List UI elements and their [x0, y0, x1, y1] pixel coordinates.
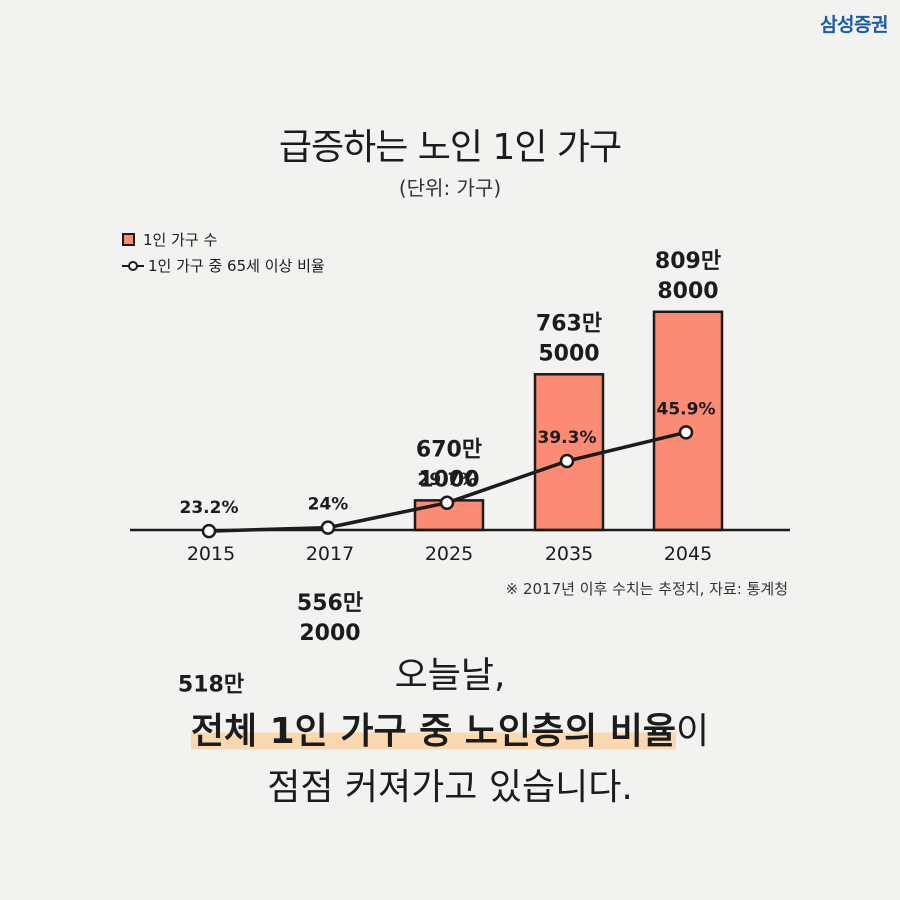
line-point — [678, 425, 694, 440]
caption: 오늘날, 전체 1인 가구 중 노인층의 비율이 점점 커져가고 있습니다. — [0, 648, 900, 816]
legend: 1인 가구 수 1인 가구 중 65세 이상 비율 — [122, 226, 325, 278]
chart-title: 급증하는 노인 1인 가구 — [278, 127, 622, 168]
x-tick-label: 2017 — [306, 543, 354, 565]
caption-line-2-rest: 이 — [676, 711, 710, 752]
line-point — [201, 523, 217, 539]
caption-line-2: 전체 1인 가구 중 노인층의 비율이 — [0, 704, 900, 760]
x-tick-label: 2025 — [425, 543, 473, 565]
brand-logo: 삼성증권 — [820, 14, 888, 36]
line-value-label: 39.3% — [538, 428, 597, 448]
legend-item-bar: 1인 가구 수 — [122, 226, 325, 252]
line-value-label: 24% — [308, 495, 349, 515]
legend-item-line: 1인 가구 중 65세 이상 비율 — [122, 252, 325, 278]
bar-value-label: 1000 — [418, 467, 479, 492]
line-point — [439, 495, 455, 511]
caption-line-1: 오늘날, — [394, 655, 506, 696]
line-value-label: 45.9% — [657, 399, 716, 419]
legend-line-swatch — [122, 259, 144, 272]
source-note: ※ 2017년 이후 수치는 추정치, 자료: 통계청 — [505, 580, 788, 598]
caption-highlight: 전체 1인 가구 중 노인층의 비율 — [190, 711, 677, 752]
bar-value-label: 518만 — [178, 673, 244, 698]
bar-value-label: 2000 — [299, 621, 360, 646]
legend-bar-label: 1인 가구 수 — [143, 230, 218, 249]
line-point — [320, 520, 336, 535]
x-tick-label: 2015 — [187, 543, 235, 565]
bar-value-label: 763만 — [536, 311, 602, 336]
chart-subtitle: (단위: 가구) — [398, 176, 502, 200]
line-point — [559, 453, 575, 469]
bar-value-label: 670만 — [416, 437, 482, 462]
bar-value-label: 5000 — [538, 341, 599, 366]
caption-line-3: 점점 커져가고 있습니다. — [267, 767, 633, 808]
line-value-label: 29.7% — [418, 470, 477, 490]
line-value-label: 23.2% — [180, 498, 239, 518]
bar-value-label: 809만 — [655, 249, 721, 274]
bar — [652, 310, 724, 532]
x-tick-label: 2035 — [545, 543, 593, 565]
bar-value-label: 8000 — [657, 279, 718, 304]
bar — [533, 373, 605, 532]
legend-bar-swatch — [122, 232, 135, 246]
x-tick-label: 2045 — [664, 543, 712, 565]
legend-line-label: 1인 가구 중 65세 이상 비율 — [148, 256, 325, 275]
bar-value-label: 556만 — [297, 591, 363, 616]
